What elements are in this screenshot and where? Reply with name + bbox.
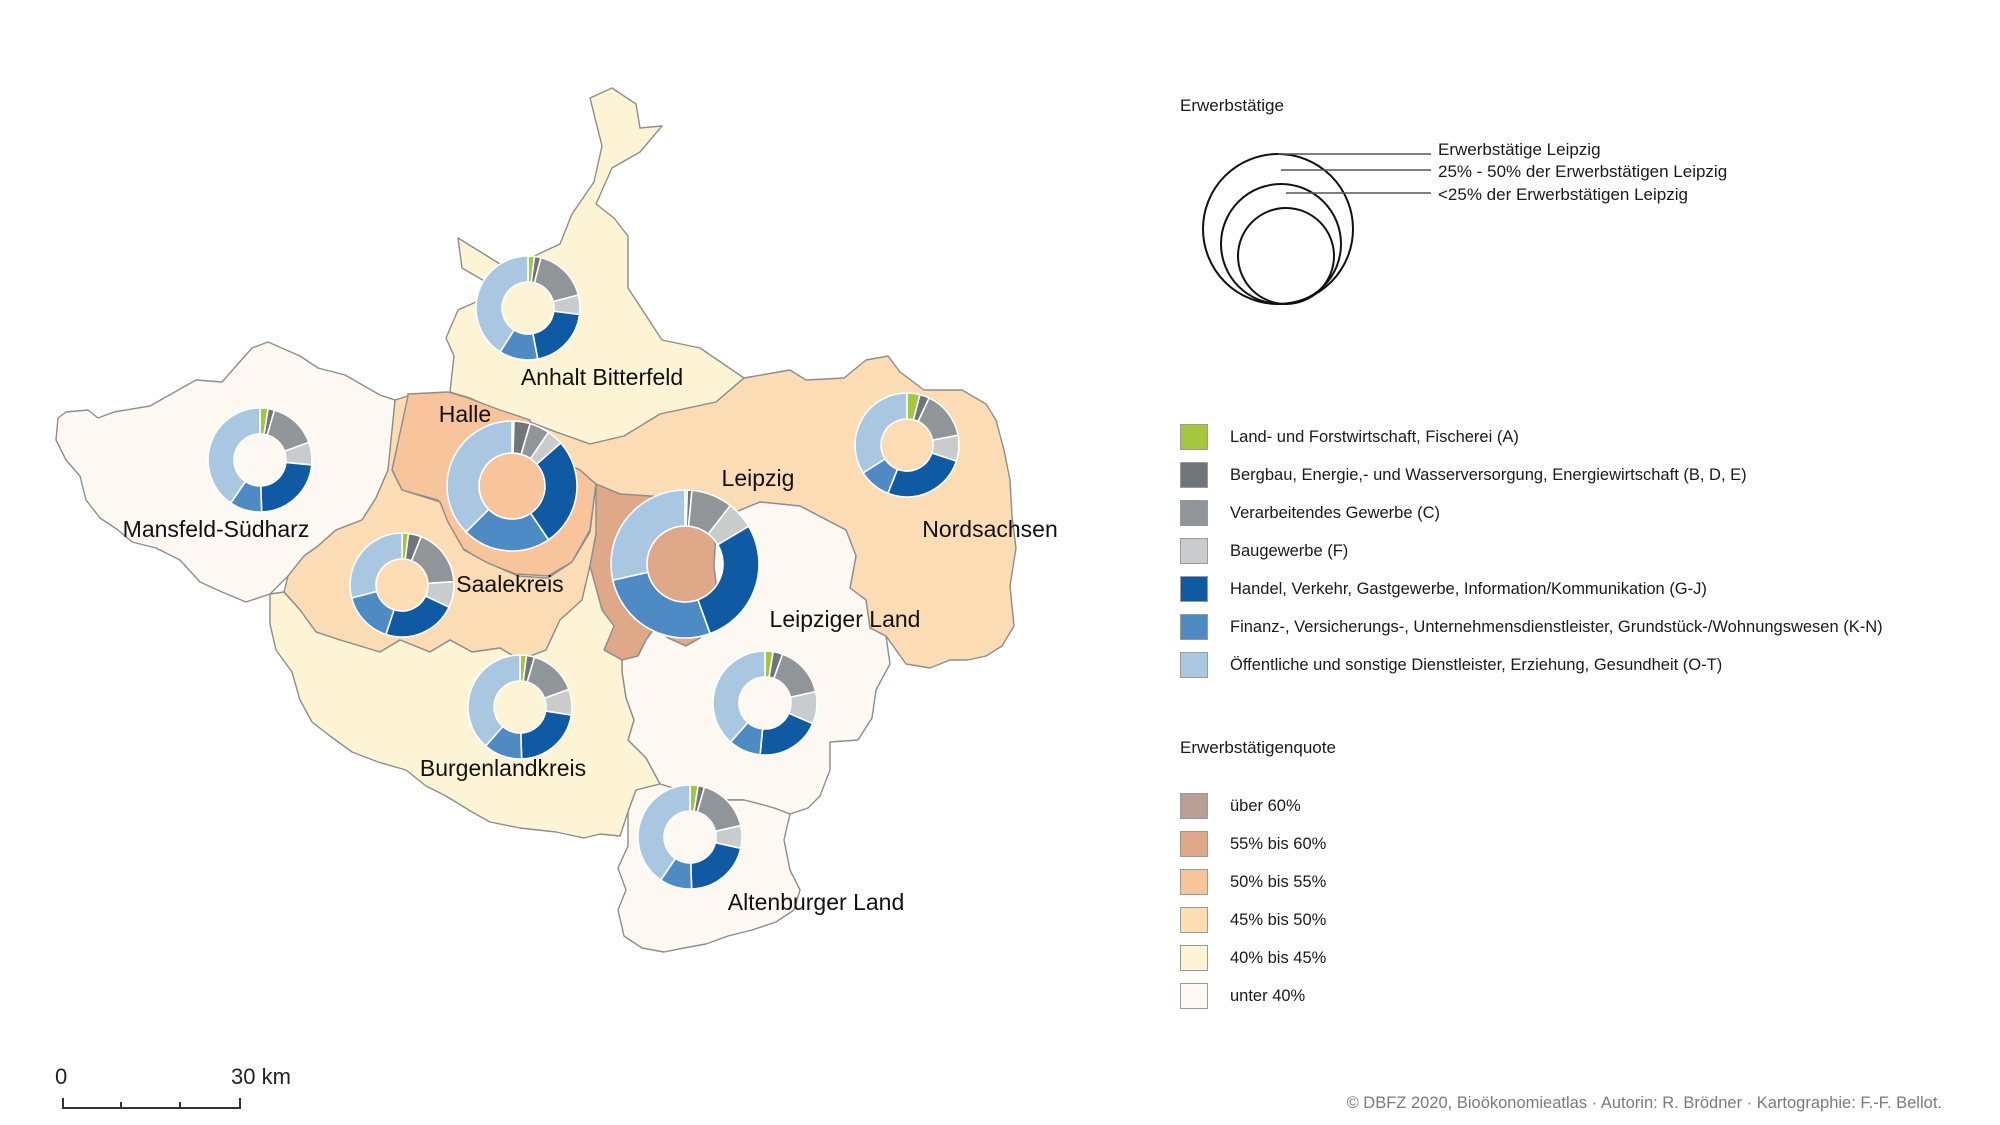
donut-segment (854, 392, 908, 474)
scale-bar-graphic (62, 1098, 241, 1109)
donut-segment (696, 525, 760, 635)
sector-legend-label: Finanz-, Versicherungs-, Unternehmensdie… (1230, 617, 1883, 636)
sector-swatch (1180, 462, 1208, 488)
quota-legend-item: unter 40% (1180, 983, 1305, 1009)
size-legend-heading: Erwerbstätige (1180, 96, 1284, 115)
scale-bar-start-label: 0 (55, 1064, 68, 1089)
size-label-leipzig: Erwerbstätige Leipzig (1438, 140, 1601, 159)
size-legend-circles (1202, 153, 1431, 305)
quota-legend-label: 50% bis 55% (1230, 872, 1327, 891)
sector-swatch (1180, 652, 1208, 678)
sector-legend-label: Land- und Forstwirtschaft, Fischerei (A) (1230, 427, 1519, 446)
scale-bar: 0 30 km (55, 1064, 315, 1114)
donut-charts-layer (207, 255, 960, 890)
sector-legend-label: Bergbau, Energie,- und Wasserversorgung,… (1230, 465, 1747, 484)
sector-swatch (1180, 614, 1208, 640)
size-circle-small (1237, 207, 1335, 305)
quota-legend-label: 40% bis 45% (1230, 948, 1327, 967)
quota-legend-label: über 60% (1230, 796, 1301, 815)
donut-segment (611, 571, 712, 639)
quota-legend-title: Erwerbstätigenquote (1180, 738, 1336, 758)
quota-legend-heading: Erwerbstätigenquote (1180, 738, 1336, 757)
region-label-halle: Halle (439, 401, 491, 427)
region-label-anhalt-bitterfeld: Anhalt Bitterfeld (521, 364, 683, 390)
donut-chart-halle[interactable] (446, 420, 578, 552)
scale-bar-unit: km (261, 1064, 291, 1089)
donut-segment (886, 452, 958, 498)
sector-legend-item: Öffentliche und sonstige Dienstleister, … (1180, 652, 1722, 678)
region-label-altenburger-land: Altenburger Land (728, 889, 904, 915)
donut-segment (207, 407, 261, 505)
donut-chart-burgenlandkreis[interactable] (467, 654, 573, 760)
donut-segment (712, 650, 766, 744)
sector-swatch (1180, 500, 1208, 526)
donut-chart-anhalt-bitterfeld[interactable] (475, 255, 581, 361)
size-legend: Erwerbstätige Leipzig 25% - 50% der Erwe… (1168, 96, 1768, 316)
sector-swatch (1180, 576, 1208, 602)
region-label-burgenlandkreis: Burgenlandkreis (420, 755, 586, 781)
region-shape-burgenlandkreis[interactable] (269, 565, 661, 839)
donut-chart-nordsachsen[interactable] (854, 392, 960, 498)
size-legend-title: Erwerbstätige (1180, 96, 1284, 116)
size-circle-large (1202, 153, 1354, 305)
sector-legend-item: Handel, Verkehr, Gastgewerbe, Informatio… (1180, 576, 1707, 602)
donut-segment (467, 654, 521, 748)
quota-swatch (1180, 869, 1208, 895)
sector-legend-item: Baugewerbe (F) (1180, 538, 1348, 564)
quota-legend-item: 55% bis 60% (1180, 831, 1326, 857)
quota-swatch (1180, 983, 1208, 1009)
donut-chart-saalekreis[interactable] (349, 532, 455, 638)
sector-legend-item: Land- und Forstwirtschaft, Fischerei (A) (1180, 424, 1519, 450)
donut-chart-altenburger-land[interactable] (637, 784, 743, 890)
region-label-leipzig: Leipzig (722, 465, 795, 491)
sector-swatch (1180, 538, 1208, 564)
quota-legend-label: unter 40% (1230, 986, 1306, 1005)
donut-segment (610, 489, 686, 582)
donut-segment (475, 255, 529, 354)
quota-legend-label: 55% bis 60% (1230, 834, 1327, 853)
region-shape-anhalt-bitterfeld[interactable] (445, 87, 745, 445)
region-label-leipziger-land: Leipziger Land (770, 606, 921, 632)
size-label-under-25: <25% der Erwerbstätigen Leipzig (1438, 185, 1688, 204)
region-label-mansfeld-suedharz: Mansfeld-Südharz (123, 516, 310, 542)
sector-legend-label: Baugewerbe (F) (1230, 541, 1349, 560)
donut-segment (446, 420, 513, 534)
sector-legend-item: Verarbeitendes Gewerbe (C) (1180, 500, 1440, 526)
sector-legend-label: Verarbeitendes Gewerbe (C) (1230, 503, 1441, 522)
sector-legend-label: Handel, Verkehr, Gastgewerbe, Informatio… (1230, 579, 1707, 598)
quota-swatch (1180, 793, 1208, 819)
quota-legend-item: über 60% (1180, 793, 1301, 819)
donut-segment (529, 441, 578, 541)
donut-segment (637, 784, 691, 882)
size-label-25-50: 25% - 50% der Erwerbstätigen Leipzig (1438, 162, 1728, 181)
region-map: Anhalt Bitterfeld Halle Mansfeld-Südharz Sa… (55, 87, 1058, 953)
donut-chart-leipzig[interactable] (610, 489, 760, 639)
quota-swatch (1180, 945, 1208, 971)
quota-legend-item: 50% bis 55% (1180, 869, 1326, 895)
region-labels-layer: Anhalt Bitterfeld Halle Mansfeld-Südharz Sa… (123, 364, 1058, 915)
quota-legend-label: 45% bis 50% (1230, 910, 1327, 929)
scale-bar-end-value: 30 (231, 1064, 256, 1089)
donut-chart-leipziger-land[interactable] (712, 650, 818, 756)
sector-legend-item: Bergbau, Energie,- und Wasserversorgung,… (1180, 462, 1747, 488)
quota-swatch (1180, 831, 1208, 857)
quota-legend-item: 45% bis 50% (1180, 907, 1326, 933)
copyright-notice: © DBFZ 2020, Bioökonomieatlas · Autorin:… (1346, 1094, 1942, 1112)
sector-swatch (1180, 424, 1208, 450)
region-label-nordsachsen: Nordsachsen (922, 516, 1058, 542)
sector-legend-label: Öffentliche und sonstige Dienstleister, … (1230, 655, 1723, 674)
donut-chart-mansfeld-suedharz[interactable] (207, 407, 313, 513)
scale-bar-end-label: 30 km (231, 1064, 291, 1090)
quota-legend-item: 40% bis 45% (1180, 945, 1326, 971)
sector-legend-item: Finanz-, Versicherungs-, Unternehmensdie… (1180, 614, 1883, 640)
donut-segment (349, 532, 403, 599)
region-label-saalekreis: Saalekreis (456, 571, 563, 597)
quota-swatch (1180, 907, 1208, 933)
